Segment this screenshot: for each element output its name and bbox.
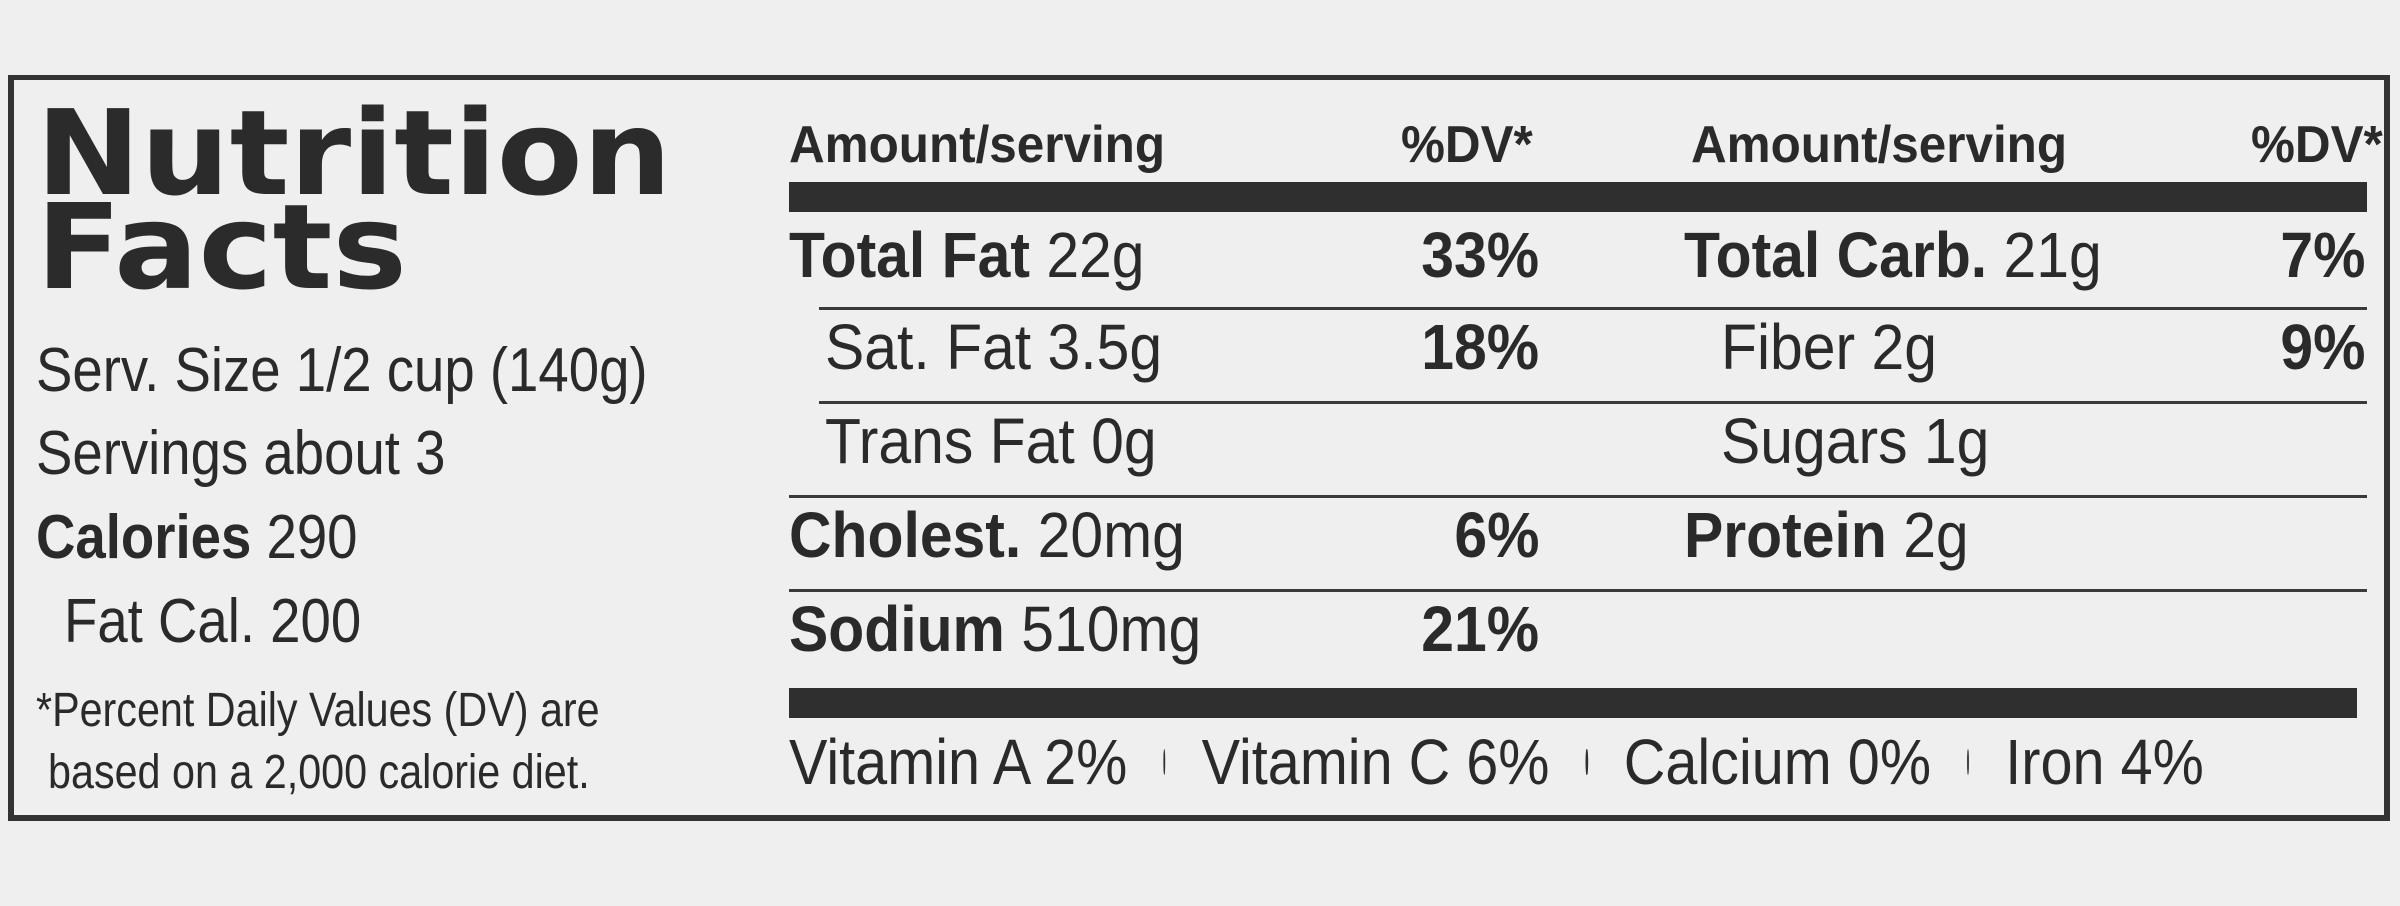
servings-per-container: Servings about 3 <box>36 419 446 488</box>
nutrient-sugars: Sugars 1g <box>1721 405 1990 477</box>
amount-header-left: Amount/serving <box>789 116 1166 174</box>
calories: Calories 290 <box>36 502 358 573</box>
rule-2 <box>819 401 2367 404</box>
dv-header-right: %DV* <box>2251 116 2383 174</box>
left-panel: Nutrition Facts Serv. Size 1/2 cup (140g… <box>36 80 756 815</box>
footnote-line-1: *Percent Daily Values (DV) are <box>36 684 600 737</box>
nutrition-facts-label: Nutrition Facts Serv. Size 1/2 cup (140g… <box>8 75 2390 821</box>
footnote-line-2: based on a 2,000 calorie diet. <box>48 746 590 799</box>
dv-sodium: 21% <box>1421 593 1539 665</box>
nutrient-total-carb: Total Carb. 21g <box>1684 219 2102 291</box>
daily-value-footnote: *Percent Daily Values (DV) are based on … <box>36 680 600 804</box>
dv-fiber: 9% <box>2279 311 2365 383</box>
bottom-thick-rule <box>789 688 2357 718</box>
dv-total-fat: 33% <box>1421 219 1539 291</box>
bullet-dot <box>1585 749 1588 775</box>
nutrient-table: Amount/serving %DV* Amount/serving %DV* … <box>789 80 2383 815</box>
rule-4 <box>789 589 2367 592</box>
nutrient-sodium: Sodium 510mg <box>789 593 1202 665</box>
label-title: Nutrition Facts <box>36 84 672 316</box>
dv-header-left: %DV* <box>1401 116 1533 174</box>
calcium: Calcium 0% <box>1623 726 1932 798</box>
fat-calories: Fat Cal. 200 <box>64 587 362 656</box>
iron: Iron 4% <box>2005 726 2204 798</box>
nutrient-fiber: Fiber 2g <box>1721 311 1937 383</box>
nutrient-cholesterol: Cholest. 20mg <box>789 499 1185 571</box>
dv-sat-fat: 18% <box>1421 311 1539 383</box>
nutrient-sat-fat: Sat. Fat 3.5g <box>825 311 1163 383</box>
dv-total-carb: 7% <box>2279 219 2365 291</box>
dv-cholesterol: 6% <box>1453 499 1539 571</box>
amount-header-right: Amount/serving <box>1691 116 2068 174</box>
bullet-dot <box>1163 749 1166 775</box>
calories-label: Calories <box>36 503 252 572</box>
vitamin-c: Vitamin C 6% <box>1201 726 1550 798</box>
rule-3 <box>789 495 2367 498</box>
rule-1 <box>819 307 2367 310</box>
nutrient-protein: Protein 2g <box>1684 499 1969 571</box>
vitamins-row: Vitamin A 2% Vitamin C 6% Calcium 0% Iro… <box>789 725 2204 799</box>
serving-size: Serv. Size 1/2 cup (140g) <box>36 336 648 405</box>
calories-value: 290 <box>266 503 358 572</box>
nutrient-trans-fat: Trans Fat 0g <box>825 405 1157 477</box>
bullet-dot <box>1967 749 1970 775</box>
top-thick-rule <box>789 182 2367 212</box>
vitamin-a: Vitamin A 2% <box>789 726 1128 798</box>
nutrient-total-fat: Total Fat 22g <box>789 219 1145 291</box>
